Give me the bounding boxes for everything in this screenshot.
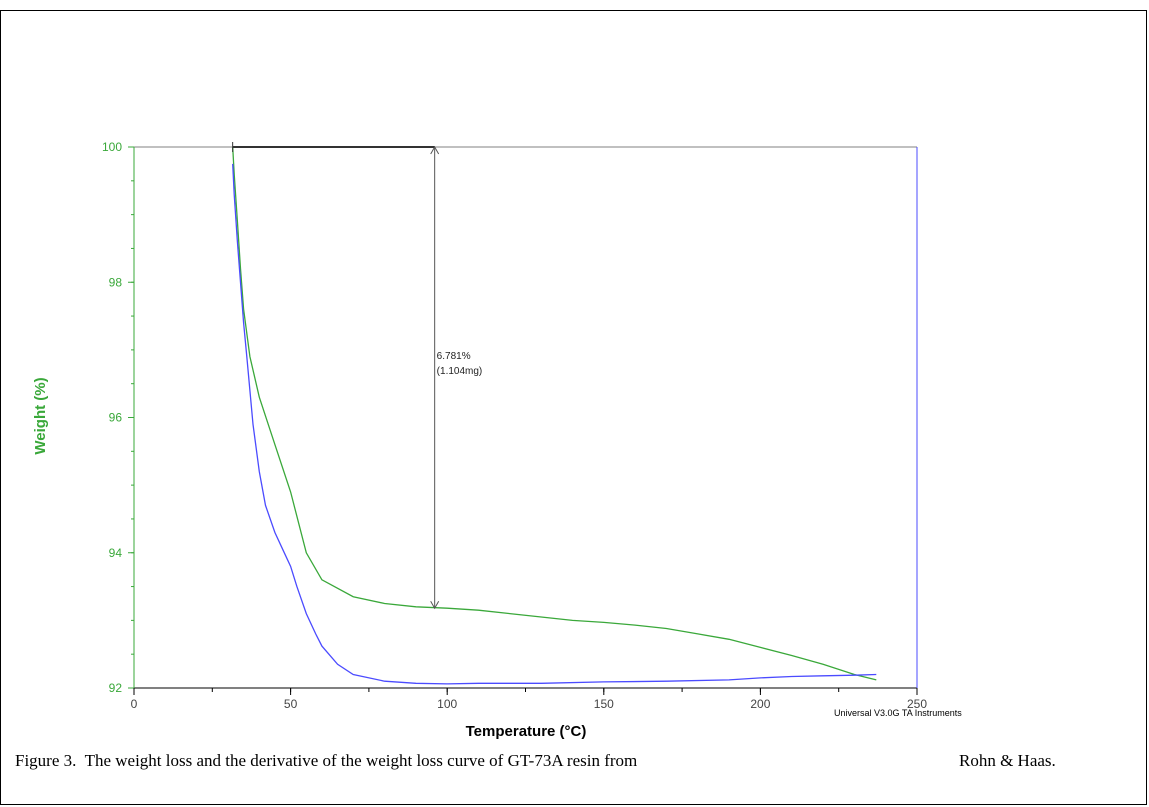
derivative-curve [232, 163, 877, 685]
step-arrow-head-bottom [430, 600, 440, 610]
step-percent-label: 6.781% [437, 351, 471, 362]
tga-chart: 92 94 96 98 100 0 50 100 150 200 250 6.781% (1.104mg… [32, 140, 962, 740]
y-tick-label: 96 [109, 411, 123, 425]
x-axis-label: Temperature (°C) [466, 723, 587, 740]
x-tick-label: 250 [907, 697, 927, 711]
caption-source: Rohn & Haas. [959, 751, 1056, 770]
figure-caption: Figure 3. The weight loss and the deriva… [15, 751, 638, 770]
x-tick-label: 100 [437, 697, 457, 711]
x-tick-label: 150 [594, 697, 614, 711]
y-tick-label: 92 [109, 681, 123, 695]
y-tick-label: 94 [109, 546, 123, 560]
y-tick-label: 98 [109, 275, 123, 289]
y-axis-label: Weight (%) [32, 377, 49, 454]
step-arrow-head-top [430, 145, 440, 155]
weight-curve [232, 146, 877, 681]
instrument-footer: Universal V3.0G TA Instruments [834, 708, 962, 718]
x-tick-label: 50 [284, 697, 298, 711]
plot-layer: 92 94 96 98 100 0 50 100 150 200 250 6.781% (1.104mg… [102, 140, 927, 711]
y-tick-label: 100 [102, 140, 122, 154]
x-tick-label: 200 [750, 697, 770, 711]
x-tick-label: 0 [131, 697, 138, 711]
step-mass-label: (1.104mg) [437, 366, 483, 377]
figure-frame: 92 94 96 98 100 0 50 100 150 200 250 6.781% (1.104mg… [0, 10, 1147, 805]
